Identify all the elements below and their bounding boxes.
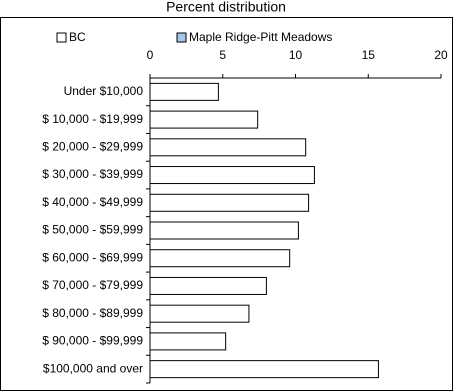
x-tick-label: 5 [219,48,226,62]
y-tick-label: $100,000 and over [43,361,143,375]
x-tick-label: 20 [434,48,448,62]
x-tick-label: 15 [362,48,376,62]
bar [149,360,379,379]
legend-swatch [176,32,187,43]
chart-title: Percent distribution [166,0,286,15]
y-tick-label: $ 20,000 - $29,999 [42,139,143,153]
y-tick-label: $ 30,000 - $39,999 [42,167,143,181]
bar [149,221,299,240]
bar [149,304,250,323]
y-tick-label: $ 90,000 - $99,999 [42,334,143,348]
y-tick-label: $ 40,000 - $49,999 [42,195,143,209]
y-tick-label: $ 60,000 - $69,999 [42,250,143,264]
x-tick-label: 10 [289,48,303,62]
bar [149,166,315,185]
y-tick-label: Under $10,000 [64,84,144,98]
x-tick-label: 0 [147,48,154,62]
bar [149,138,307,157]
y-tick-label: $ 80,000 - $89,999 [42,306,143,320]
bar [149,332,227,351]
bar [149,249,291,268]
legend-swatch [56,32,67,43]
y-tick-label: $ 10,000 - $19,999 [42,112,143,126]
bar [149,276,267,295]
bar [149,82,219,101]
bar [149,193,310,212]
legend-label: Maple Ridge-Pitt Meadows [189,30,332,44]
y-tick-label: $ 50,000 - $59,999 [42,223,143,237]
legend-label: BC [69,30,86,44]
bar [149,110,259,129]
y-tick-label: $ 70,000 - $79,999 [42,278,143,292]
